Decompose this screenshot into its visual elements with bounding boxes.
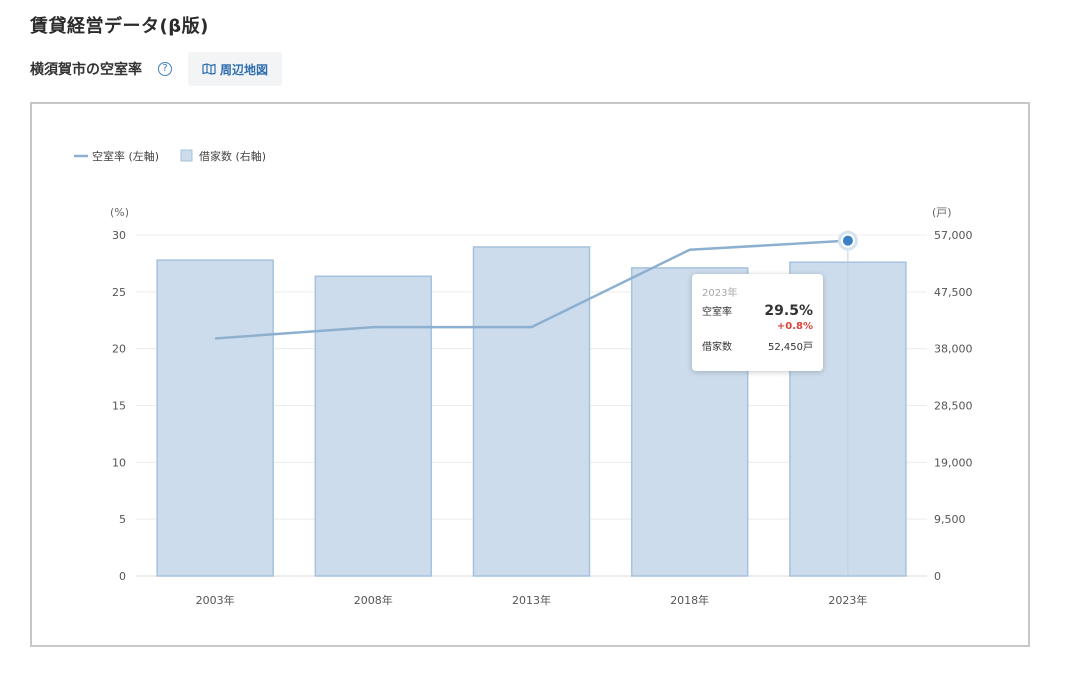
tooltip-houses-label: 借家数 xyxy=(702,342,732,353)
help-icon[interactable]: ? xyxy=(158,62,172,76)
right-tick-label: 28,500 xyxy=(934,400,973,413)
right-axis-unit: (戸) xyxy=(932,206,952,219)
bar xyxy=(156,259,274,577)
chart-panel: 空室率 (左軸) 借家数 (右軸) (%) (戸) 0 0 5 9,500 10 19,0… xyxy=(30,102,1030,647)
tooltip-houses-row: 借家数 52,450戸 xyxy=(702,338,813,353)
legend: 空室率 (左軸) 借家数 (右軸) xyxy=(74,149,266,163)
section-header: 横須賀市の空室率 ? 周辺地図 xyxy=(30,52,283,86)
left-tick-label: 15 xyxy=(112,400,126,413)
right-tick-label: 9,500 xyxy=(934,513,966,526)
tooltip-year: 2023年 xyxy=(702,288,738,299)
tooltip-rate-change: +0.8% xyxy=(776,321,813,332)
right-tick-label: 47,500 xyxy=(934,286,973,299)
legend-bar-swatch xyxy=(180,149,193,162)
right-tick-label: 19,000 xyxy=(934,456,973,469)
left-tick-label: 10 xyxy=(112,456,126,469)
right-tick-label: 0 xyxy=(934,570,941,583)
left-tick-label: 25 xyxy=(112,286,126,299)
bar xyxy=(314,275,433,577)
tooltip-rate-label: 空室率 xyxy=(702,307,732,318)
tooltip-rate-row: 空室率 29.5% xyxy=(702,303,813,319)
x-tick-label: 2018年 xyxy=(670,593,709,607)
chart[interactable]: 空室率 (左軸) 借家数 (右軸) (%) (戸) 0 0 5 9,500 10 19,0… xyxy=(32,104,1028,645)
section-title: 横須賀市の空室率 xyxy=(30,62,142,78)
bar xyxy=(472,246,591,577)
legend-rate-label: 空室率 (左軸) xyxy=(92,149,159,163)
left-tick-label: 20 xyxy=(112,343,126,356)
tooltip: 2023年 空室率 29.5% +0.8% 借家数 52,450戸 xyxy=(692,274,823,371)
map-icon xyxy=(202,63,216,75)
x-tick-label: 2013年 xyxy=(512,593,551,607)
map-button-label: 周辺地図 xyxy=(220,62,269,77)
left-tick-label: 30 xyxy=(112,229,126,242)
left-tick-label: 0 xyxy=(119,570,126,583)
map-button[interactable]: 周辺地図 xyxy=(188,52,283,86)
left-tick-label: 5 xyxy=(119,513,126,526)
page-title: 賃貸経営データ(β版) xyxy=(30,16,209,37)
left-axis-unit: (%) xyxy=(110,206,129,219)
highlight-point xyxy=(840,233,855,248)
tooltip-rate-value: 29.5% xyxy=(764,303,813,319)
tooltip-houses-value: 52,450戸 xyxy=(768,342,813,353)
right-tick-label: 57,000 xyxy=(934,229,973,242)
rate-line xyxy=(215,239,848,340)
x-tick-label: 2003年 xyxy=(196,593,235,607)
x-tick-label: 2008年 xyxy=(354,593,393,607)
legend-houses-label: 借家数 (右軸) xyxy=(199,149,266,163)
x-tick-label: 2023年 xyxy=(828,593,867,607)
right-tick-label: 38,000 xyxy=(934,343,973,356)
